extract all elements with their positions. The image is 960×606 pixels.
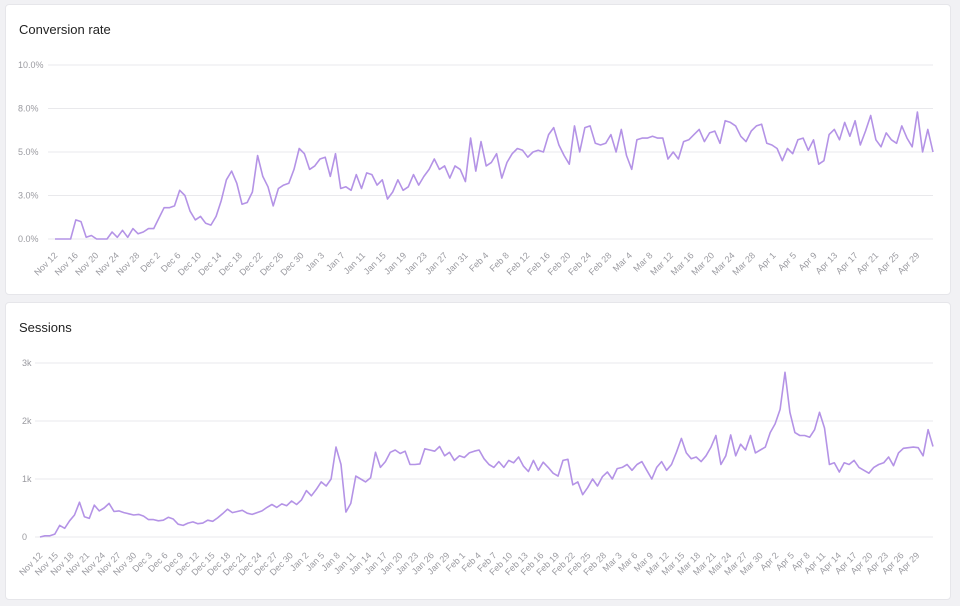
chart-title: Sessions	[19, 320, 72, 335]
y-tick-label: 3k	[22, 358, 32, 368]
y-tick-label: 0.0%	[18, 234, 39, 244]
series-line	[39, 371, 934, 538]
conversion-rate-card: Conversion rate	[5, 4, 951, 295]
series-line	[55, 111, 934, 240]
y-tick-label: 5.0%	[18, 147, 39, 157]
y-tick-label: 2k	[22, 416, 32, 426]
y-tick-label: 3.0%	[18, 191, 39, 201]
y-tick-label: 8.0%	[18, 104, 39, 114]
y-tick-label: 10.0%	[18, 60, 44, 70]
chart-title: Conversion rate	[19, 22, 111, 37]
y-tick-label: 1k	[22, 474, 32, 484]
y-tick-label: 0	[22, 532, 27, 542]
